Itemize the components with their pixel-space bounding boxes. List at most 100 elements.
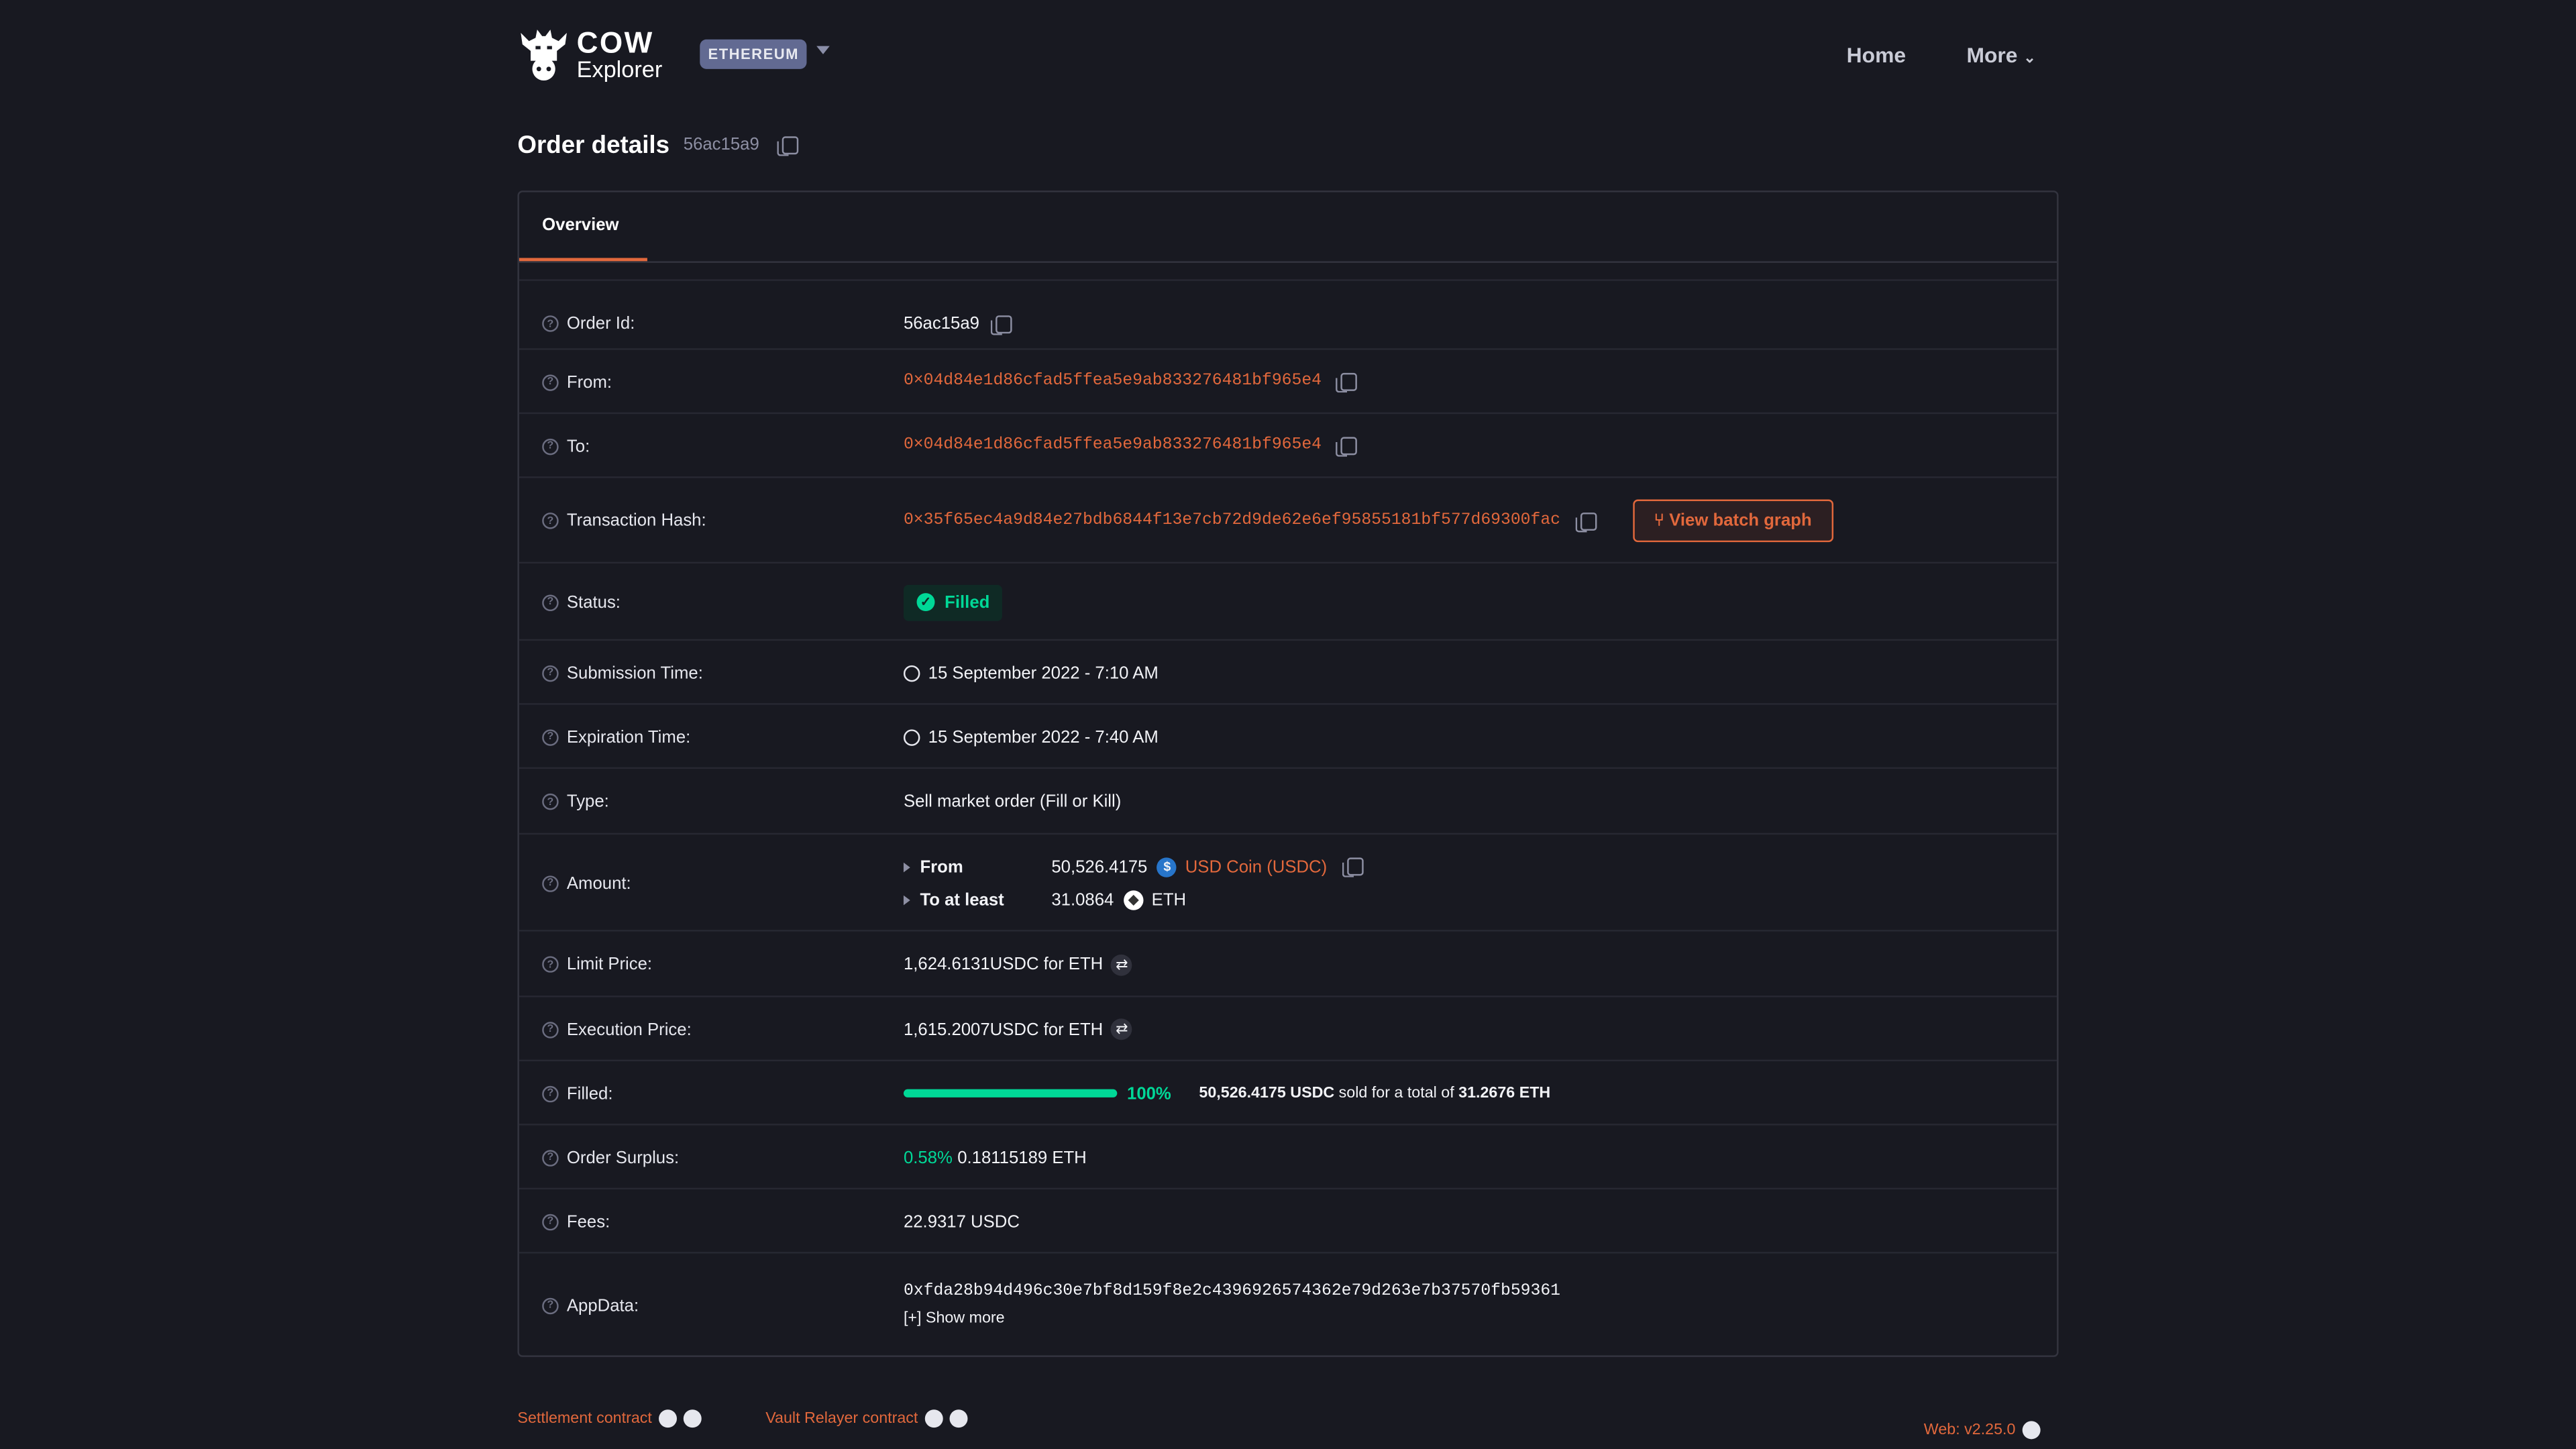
chevron-down-icon: ⌄ (2023, 49, 2036, 66)
status-text: Filled (945, 592, 990, 612)
label: Submission Time: (566, 663, 703, 683)
help-icon[interactable]: ? (542, 315, 559, 332)
view-batch-graph-button[interactable]: ⑂ View batch graph (1632, 499, 1833, 543)
logo-title: COW (576, 26, 654, 60)
order-id-value: 56ac15a9 (903, 313, 979, 334)
tab-overview[interactable]: Overview (542, 215, 619, 235)
expiration-time-value: 15 September 2022 - 7:40 AM (928, 727, 1159, 747)
help-icon[interactable]: ? (542, 664, 559, 682)
sold-text: sold for a total of (1334, 1084, 1459, 1103)
usdc-token-link[interactable]: USD Coin (USDC) (1185, 857, 1328, 877)
total-amount: 31.2676 ETH (1458, 1084, 1551, 1103)
row-type: ? Type: Sell market order (Fill or Kill) (519, 767, 2057, 835)
expand-icon[interactable] (903, 894, 910, 905)
row-transaction-hash: ? Transaction Hash: 0×35f65ec4a9d84e27bdb… (519, 476, 2057, 564)
order-card: Overview ? Order Id: 56ac15a9 ? From: 0×04… (517, 191, 2059, 1357)
type-value: Sell market order (Fill or Kill) (903, 792, 1122, 812)
copy-icon[interactable] (991, 314, 1012, 335)
copy-icon[interactable] (777, 136, 799, 156)
copy-icon[interactable] (1342, 857, 1364, 877)
label: AppData: (566, 1295, 639, 1316)
amount-to-value: 31.0864 (1051, 890, 1114, 910)
settlement-contract-link[interactable]: Settlement contract (517, 1409, 652, 1428)
label: Status: (566, 592, 621, 612)
submission-time-value: 15 September 2022 - 7:10 AM (928, 663, 1159, 683)
row-limit-price: ? Limit Price: 1,624.6131USDC for ETH ⇄ (519, 930, 2057, 997)
label: Order Surplus: (566, 1147, 680, 1168)
swap-icon[interactable]: ⇄ (1111, 1018, 1133, 1040)
caret-down-icon[interactable] (816, 46, 830, 54)
label: Type: (566, 792, 609, 812)
to-address-link[interactable]: 0×04d84e1d86cfad5ffea5e9ab833276481bf965… (903, 437, 1322, 455)
github-icon[interactable] (949, 1409, 967, 1428)
help-icon[interactable]: ? (542, 437, 559, 455)
help-icon[interactable]: ? (542, 1213, 559, 1230)
row-submission-time: ? Submission Time: 15 September 2022 - 7:… (519, 639, 2057, 705)
row-fees: ? Fees: 22.9317 USDC (519, 1187, 2057, 1254)
label: Fees: (566, 1212, 610, 1232)
page-title: Order details (517, 131, 670, 160)
check-circle-icon: ✓ (916, 593, 935, 612)
network-selector[interactable]: ETHEREUM (700, 39, 808, 69)
etherscan-icon[interactable] (658, 1409, 677, 1428)
logo-subtitle: Explorer (576, 56, 663, 83)
help-icon[interactable]: ? (542, 729, 559, 745)
github-icon[interactable] (683, 1409, 702, 1428)
etherscan-icon[interactable] (924, 1409, 943, 1428)
github-icon[interactable] (2022, 1421, 2041, 1440)
amount-from-label: From (920, 857, 963, 877)
label: To: (566, 436, 590, 456)
label: Amount: (566, 873, 631, 894)
expand-icon[interactable] (903, 861, 910, 872)
label: Transaction Hash: (566, 511, 706, 531)
row-to: ? To: 0×04d84e1d86cfad5ffea5e9ab833276481… (519, 412, 2057, 478)
logo[interactable]: COW Explorer (517, 28, 662, 80)
sold-amount: 50,526.4175 USDC (1199, 1084, 1335, 1103)
help-icon[interactable]: ? (542, 1085, 559, 1102)
help-icon[interactable]: ? (542, 1297, 559, 1313)
clock-icon (903, 729, 920, 745)
tx-hash-link[interactable]: 0×35f65ec4a9d84e27bdb6844f13e7cb72d9de62… (903, 511, 1561, 530)
order-short-id: 56ac15a9 (683, 134, 759, 155)
from-address-link[interactable]: 0×04d84e1d86cfad5ffea5e9ab833276481bf965… (903, 372, 1322, 391)
row-expiration-time: ? Expiration Time: 15 September 2022 - 7:… (519, 703, 2057, 769)
swap-icon[interactable]: ⇄ (1111, 953, 1133, 975)
label: Expiration Time: (566, 727, 691, 747)
limit-price-value: 1,624.6131USDC for ETH (903, 954, 1104, 975)
help-icon[interactable]: ? (542, 793, 559, 810)
row-amount: ? Amount: From 50,526.4175 $ USD Coin (USDC)… (519, 833, 2057, 932)
usdc-icon: $ (1157, 857, 1177, 877)
label: Limit Price: (566, 954, 653, 975)
appdata-value: 0xfda28b94d496c30e7bf8d159f8e2c439692657… (903, 1283, 1561, 1301)
row-from: ? From: 0×04d84e1d86cfad5ffea5e9ab8332764… (519, 348, 2057, 414)
help-icon[interactable]: ? (542, 594, 559, 610)
surplus-value: 0.18115189 ETH (957, 1147, 1087, 1168)
row-order-id: ? Order Id: 56ac15a9 (519, 279, 2057, 366)
eth-icon: ◆ (1124, 890, 1144, 910)
divider (519, 261, 2057, 263)
status-badge: ✓ Filled (903, 584, 1003, 621)
label: From: (566, 372, 612, 392)
copy-icon[interactable] (1336, 372, 1358, 393)
label: Order Id: (566, 313, 635, 334)
row-execution-price: ? Execution Price: 1,615.2007USDC for ETH… (519, 996, 2057, 1061)
row-status: ? Status: ✓ Filled (519, 561, 2057, 641)
help-icon[interactable]: ? (542, 875, 559, 892)
button-label: View batch graph (1669, 511, 1812, 531)
help-icon[interactable]: ? (542, 1021, 559, 1038)
row-order-surplus: ? Order Surplus: 0.58% 0.18115189 ETH (519, 1124, 2057, 1189)
help-icon[interactable]: ? (542, 1149, 559, 1166)
version-link[interactable]: Web: v2.25.0 (1923, 1421, 2016, 1440)
help-icon[interactable]: ? (542, 513, 559, 529)
nav-home[interactable]: Home (1846, 42, 1907, 68)
surplus-percent: 0.58% (903, 1147, 953, 1168)
copy-icon[interactable] (1336, 437, 1358, 457)
show-more-link[interactable]: [+] Show more (903, 1309, 1005, 1328)
fill-percent: 100% (1127, 1083, 1171, 1104)
copy-icon[interactable] (1575, 511, 1597, 532)
help-icon[interactable]: ? (542, 956, 559, 973)
vault-relayer-contract-link[interactable]: Vault Relayer contract (765, 1409, 918, 1428)
label: Filled: (566, 1083, 613, 1104)
nav-more[interactable]: More ⌄ (1966, 43, 2035, 68)
help-icon[interactable]: ? (542, 374, 559, 390)
